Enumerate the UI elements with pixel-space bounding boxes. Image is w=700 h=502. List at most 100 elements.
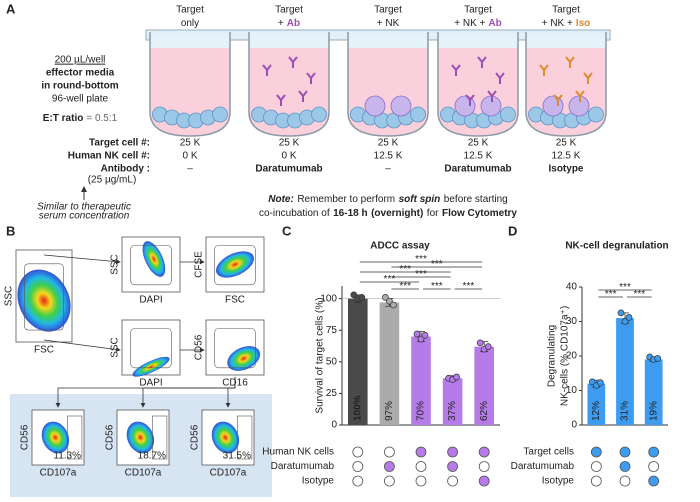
condition-label: Human NK cells: [262, 447, 334, 458]
well-outline: [525, 32, 607, 137]
antibody: [477, 56, 487, 68]
antibody: [487, 90, 497, 102]
value-label: 97%: [384, 401, 395, 421]
flow-y-label: CFSE: [194, 251, 205, 278]
bar: [474, 346, 494, 425]
annotation: Similar to therapeutic: [37, 202, 131, 213]
target-count: 25 K: [468, 138, 489, 149]
data-point: [484, 343, 492, 351]
target-count: 25 K: [180, 138, 201, 149]
condition-marker: [648, 446, 660, 458]
data-point: [350, 291, 358, 299]
flow-density: [142, 241, 166, 277]
condition-marker: [590, 475, 602, 487]
value-label: 62%: [479, 401, 490, 421]
target-cell: [311, 106, 327, 123]
chart-title: NK-cell degranulation: [565, 241, 668, 252]
data-point: [386, 297, 393, 305]
well-title-part: + NK: [377, 18, 400, 29]
y-tick-label: 20: [566, 351, 578, 362]
well-top: [150, 34, 230, 48]
well-title: + Ab: [278, 18, 300, 29]
well-agent: Ab: [488, 18, 501, 29]
antibody: [306, 72, 316, 84]
well-top: [348, 34, 428, 48]
condition-marker: [352, 475, 364, 487]
antibody-name: Daratumumab: [444, 164, 511, 175]
condition-marker: [447, 446, 459, 458]
condition-marker: [447, 461, 459, 472]
condition-marker: [447, 475, 459, 487]
condition-marker: [648, 461, 660, 472]
flow-density: [17, 269, 71, 332]
antibody-name: –: [385, 164, 391, 175]
data-point: [358, 294, 366, 301]
panel-label: D: [508, 223, 517, 238]
flow-gate: [214, 244, 256, 286]
condition-marker: [383, 461, 395, 472]
y-axis-label: Survival of target cells (%): [315, 297, 326, 413]
antibody: [288, 56, 298, 68]
significance-label: ***: [633, 289, 645, 300]
data-point: [621, 318, 629, 325]
nk-count: 12.5 K: [552, 151, 581, 162]
annotation: serum concentration: [39, 211, 130, 222]
condition-label: Daratumumab: [511, 461, 575, 472]
flow-x-label: FSC: [225, 295, 245, 306]
flow-y-label: SSC: [4, 286, 15, 307]
gate-arrow: [43, 254, 121, 265]
et-value: = 0.5:1: [86, 113, 117, 124]
data-point: [625, 314, 633, 321]
significance-label: ***: [431, 281, 443, 292]
target-count: 25 K: [556, 138, 577, 149]
et-ratio: E:T ratio = 0.5:1: [43, 113, 118, 124]
target-count: 25 K: [279, 138, 300, 149]
flow-y-label: SSC: [110, 254, 121, 275]
condition-marker: [383, 446, 395, 458]
well-outline: [347, 32, 429, 137]
bar: [411, 336, 431, 425]
value-label: 19%: [648, 401, 659, 421]
flow-x-label: FSC: [34, 345, 54, 356]
flow-y-label: CD56: [194, 334, 205, 360]
value-label: 31%: [620, 401, 631, 421]
panel-label: B: [6, 223, 15, 238]
flow-density: [227, 346, 261, 371]
row-label: Antibody :: [101, 164, 150, 175]
note-part: 16-18 h: [333, 208, 367, 219]
condition-marker: [383, 475, 395, 487]
setup-line: in round-bottom: [41, 81, 118, 92]
significance-label: ***: [384, 274, 396, 285]
note-part: soft spin: [399, 194, 441, 205]
nk-count: 0 K: [281, 151, 296, 162]
antibody-name: Isotype: [548, 164, 583, 175]
flow-x-label: CD107a: [210, 468, 247, 479]
condition-marker: [415, 446, 427, 458]
y-axis-label: NK-cells (% CD107a⁺): [560, 306, 571, 406]
flow-x-label: DAPI: [139, 378, 162, 389]
well-title: Target: [374, 5, 402, 16]
bar: [348, 298, 368, 425]
nk-cell: [390, 95, 412, 117]
row-label: Target cell #:: [89, 138, 150, 149]
condition-marker: [478, 475, 490, 487]
gate-arrow: [43, 339, 121, 352]
y-tick-label: 30: [566, 316, 578, 327]
significance-label: ***: [399, 264, 411, 275]
target-cell: [588, 106, 604, 123]
note-part: Flow Cytometry: [442, 208, 517, 219]
nk-cell: [364, 95, 386, 117]
flow-density: [216, 251, 254, 278]
panel-label: A: [6, 1, 16, 16]
data-point: [382, 294, 389, 301]
target-count: 25 K: [378, 138, 399, 149]
flow-gate: [130, 244, 172, 286]
note-line: co-incubation of 16-18 h (overnight) for Flo…: [259, 208, 517, 219]
significance-label: ***: [463, 281, 475, 292]
y-tick-label: 100: [320, 293, 337, 304]
well-outline: [149, 32, 231, 137]
row-label: Human NK cell #:: [68, 151, 150, 162]
data-point: [413, 330, 421, 338]
gate-percent: 18.7%: [138, 451, 166, 462]
